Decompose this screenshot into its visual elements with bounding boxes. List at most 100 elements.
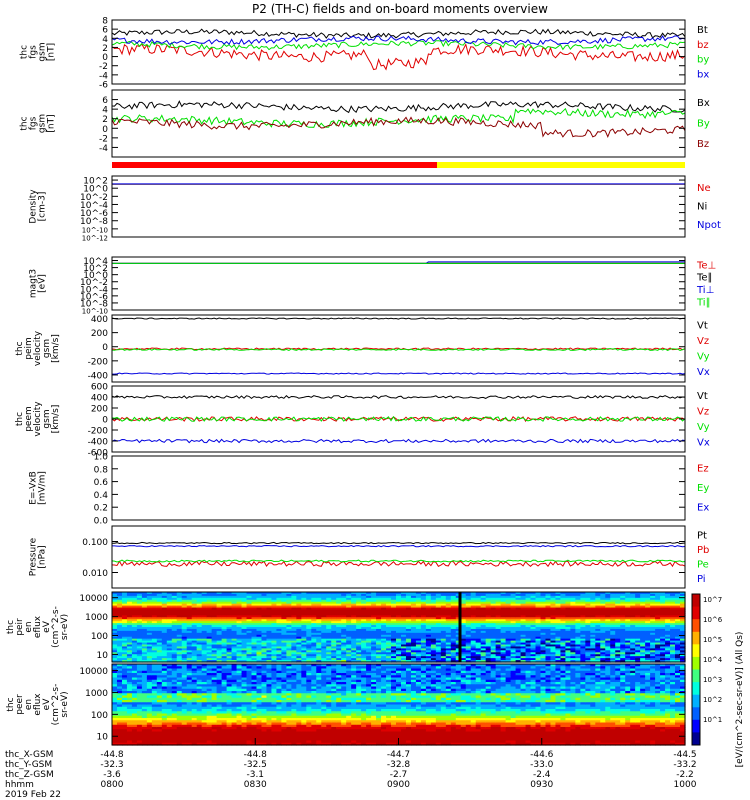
heatmap-cell [231, 632, 238, 636]
heatmap-cell [156, 599, 163, 603]
heatmap-cell [226, 656, 233, 659]
heatmap-cell [196, 630, 203, 634]
heatmap-cell [191, 601, 198, 605]
heatmap-cell [181, 636, 188, 640]
heatmap-cell [181, 630, 188, 634]
heatmap-cell [216, 615, 223, 618]
y-tick-label: 2 [102, 115, 108, 125]
heatmap-cell [116, 603, 123, 607]
y-tick-label: 0 [102, 53, 108, 63]
heatmap-cell [146, 607, 153, 611]
y-axis-label: Density[cm-3] [29, 189, 48, 224]
heatmap-cell [136, 607, 143, 611]
heatmap-cell [171, 638, 178, 642]
heatmap-cell [221, 646, 228, 649]
y-tick-label: 8 [102, 17, 108, 27]
heatmap-cell [196, 592, 203, 595]
heatmap-cell [121, 658, 128, 661]
y-tick-label: -200 [88, 357, 109, 367]
heatmap-cell [196, 638, 203, 642]
heatmap-cell [121, 648, 128, 651]
heatmap-cell [196, 623, 203, 626]
heatmap-cell [201, 644, 208, 648]
heatmap-cell [146, 642, 153, 646]
heatmap-cell [136, 627, 143, 630]
heatmap-cell [121, 638, 128, 642]
heatmap-cell [126, 658, 133, 661]
heatmap-cell [156, 628, 163, 632]
heatmap-cell [136, 646, 143, 649]
heatmap-cell [181, 634, 188, 638]
heatmap-cell [176, 642, 183, 646]
heatmap-cell [146, 648, 153, 651]
heatmap-cell [181, 592, 188, 595]
heatmap-cell [121, 593, 128, 597]
heatmap-cell [216, 605, 223, 609]
heatmap-cell [216, 609, 223, 613]
heatmap-cell [201, 627, 208, 630]
heatmap-cell [186, 597, 193, 601]
heatmap-cell [161, 625, 168, 628]
heatmap-cell [121, 617, 128, 620]
heatmap-cell [196, 632, 203, 636]
heatmap-cell [116, 627, 123, 630]
heatmap-cell [176, 656, 183, 659]
heatmap-cell [156, 648, 163, 651]
heatmap-cell [231, 638, 238, 642]
heatmap-cell [226, 611, 233, 614]
heatmap-cell [186, 593, 193, 597]
series-line-fgs-2 [111, 39, 686, 51]
heatmap-cell [196, 642, 203, 646]
heatmap-cell [151, 625, 158, 628]
heatmap-cell [211, 644, 218, 648]
heatmap-cell [221, 619, 228, 622]
heatmap-cell [171, 601, 178, 605]
heatmap-cell [181, 658, 188, 661]
heatmap-cell [231, 615, 238, 618]
heatmap-cell [156, 619, 163, 622]
heatmap-cell [112, 632, 118, 636]
heatmap-cell [146, 593, 153, 597]
heatmap-cell [161, 615, 168, 618]
heatmap-cell [156, 607, 163, 611]
heatmap-cell [146, 644, 153, 648]
heatmap-cell [171, 605, 178, 609]
heatmap-cell [121, 646, 128, 649]
heatmap-cell [201, 630, 208, 634]
heatmap-cell [231, 603, 238, 607]
heatmap-cell [221, 593, 228, 597]
heatmap-cell [141, 634, 148, 638]
heatmap-cell [211, 611, 218, 614]
heatmap-cell [191, 599, 198, 603]
y-tick-label: 400 [91, 394, 108, 404]
heatmap-cell [196, 603, 203, 607]
heatmap-cell [211, 601, 218, 605]
heatmap-cell [112, 646, 118, 649]
heatmap-cell [211, 632, 218, 636]
heatmap-cell [206, 658, 213, 661]
heatmap-cell [231, 636, 238, 640]
heatmap-cell [181, 621, 188, 624]
heatmap-cell [191, 660, 198, 663]
heatmap-cell [176, 644, 183, 648]
heatmap-cell [161, 644, 168, 648]
heatmap-cell [206, 628, 213, 632]
heatmap-cell [191, 638, 198, 642]
heatmap-cell [181, 605, 188, 609]
y-tick-label: 10000 [79, 594, 108, 604]
heatmap-cell [181, 613, 188, 616]
heatmap-cell [226, 644, 233, 648]
heatmap-cell [231, 627, 238, 630]
heatmap-cell [131, 652, 138, 655]
legend-entry: Vy [697, 422, 710, 433]
heatmap-cell [221, 644, 228, 648]
heatmap-cell [166, 656, 173, 659]
heatmap-cell [216, 646, 223, 649]
heatmap-cell [121, 660, 128, 663]
heatmap-cell [186, 634, 193, 638]
heatmap-cell [226, 619, 233, 622]
y-tick-label: 10^-2 [80, 193, 108, 203]
heatmap-cell [146, 656, 153, 659]
heatmap-cell [166, 619, 173, 622]
heatmap-cell [156, 615, 163, 618]
